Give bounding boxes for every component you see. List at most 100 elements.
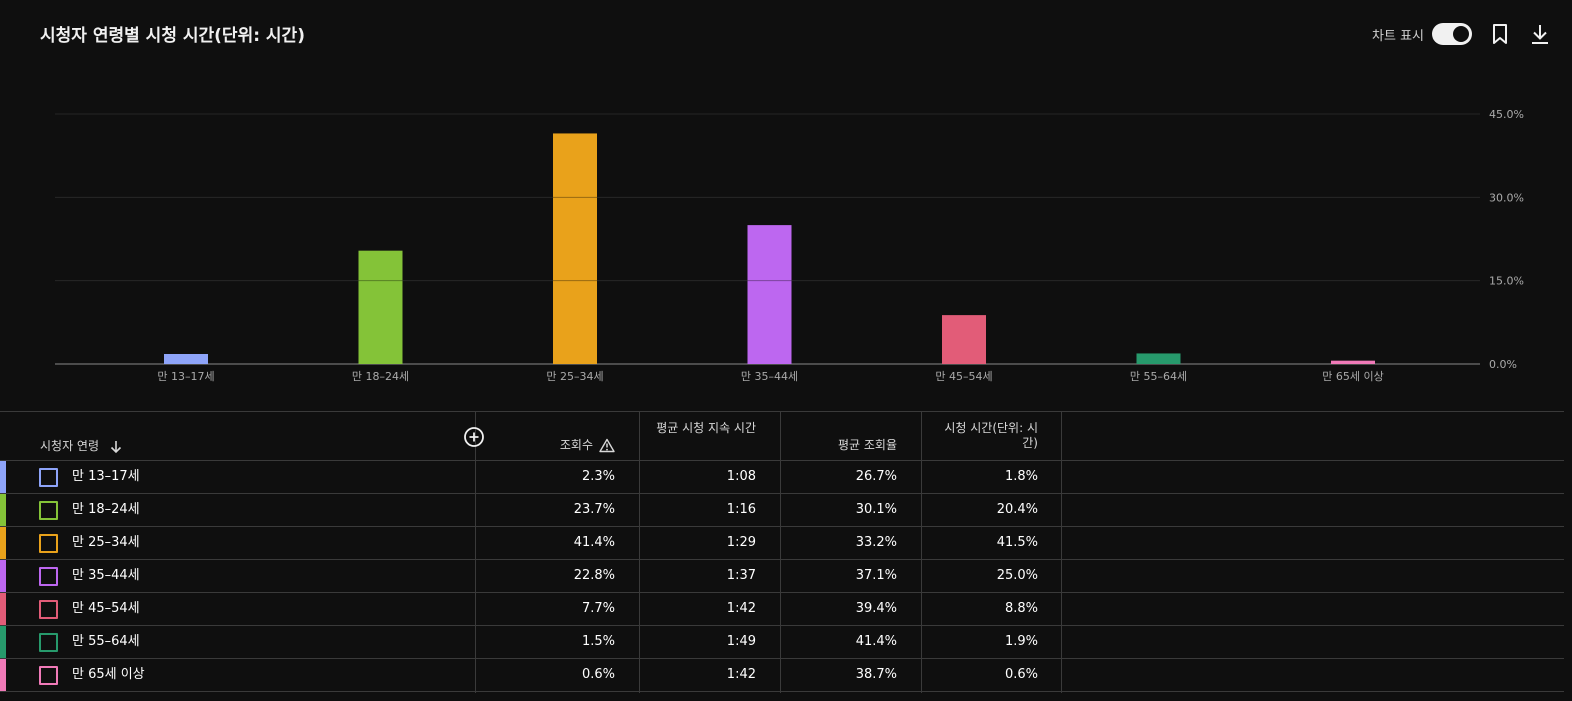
table-header-border	[0, 460, 1564, 461]
row-divider	[0, 526, 1564, 527]
arrow-down-icon	[110, 440, 122, 453]
cell-watch-time: 25.0%	[996, 568, 1038, 583]
bar-4	[942, 315, 986, 364]
x-tick-label: 만 25–34세	[546, 370, 603, 383]
cell-watch-time: 8.8%	[1004, 601, 1038, 616]
row-checkbox[interactable]	[39, 567, 58, 586]
row-color-stripe	[0, 527, 6, 559]
column-header-age[interactable]: 시청자 연령	[40, 439, 123, 454]
cell-watch-time: 1.9%	[1004, 634, 1038, 649]
gridline-overlay	[55, 113, 1480, 282]
row-divider	[0, 691, 1564, 692]
table-row[interactable]: 만 13–17세 2.3% 1:08 26.7% 1.8%	[0, 461, 1564, 493]
cell-avg-percent: 26.7%	[855, 469, 897, 484]
age-bar-chart: 만 13–17세 만 18–24세 만 25–34세 만 35–44세 만 45–54세…	[55, 108, 1524, 383]
column-divider	[1061, 411, 1062, 693]
row-label: 만 35–44세	[72, 568, 140, 583]
y-tick-label: 0.0%	[1489, 358, 1517, 371]
column-divider	[921, 411, 922, 693]
column-divider	[780, 411, 781, 693]
row-color-stripe	[0, 494, 6, 526]
cell-views: 41.4%	[573, 535, 615, 550]
cell-avg-percent: 41.4%	[855, 634, 897, 649]
row-label: 만 65세 이상	[72, 667, 145, 682]
table-row[interactable]: 만 55–64세 1.5% 1:49 41.4% 1.9%	[0, 626, 1564, 658]
row-checkbox[interactable]	[39, 468, 58, 487]
table-row[interactable]: 만 65세 이상 0.6% 1:42 38.7% 0.6%	[0, 659, 1564, 691]
row-checkbox[interactable]	[39, 501, 58, 520]
column-header-avg-duration[interactable]: 평균 시청 지속 시간	[656, 421, 756, 435]
download-icon[interactable]	[1528, 22, 1552, 46]
row-color-stripe	[0, 626, 6, 658]
row-divider	[0, 493, 1564, 494]
cell-avg-percent: 33.2%	[855, 535, 897, 550]
cell-avg-duration: 1:37	[726, 568, 756, 583]
chart-toolbar: 차트 표시	[1372, 22, 1552, 46]
table-row[interactable]: 만 25–34세 41.4% 1:29 33.2% 41.5%	[0, 527, 1564, 559]
column-header-views[interactable]: 조회수	[480, 438, 615, 453]
x-tick-label: 만 13–17세	[157, 370, 214, 383]
cell-avg-duration: 1:16	[726, 502, 756, 517]
bar-0	[164, 354, 208, 364]
row-label: 만 18–24세	[72, 502, 140, 517]
cell-avg-duration: 1:42	[726, 601, 756, 616]
cell-views: 0.6%	[581, 667, 615, 682]
column-header-watch-time[interactable]: 시청 시간(단위: 시간)	[944, 421, 1038, 450]
report-title: 시청자 연령별 시청 시간(단위: 시간)	[40, 26, 305, 46]
row-divider	[0, 625, 1564, 626]
cell-views: 7.7%	[581, 601, 615, 616]
row-checkbox[interactable]	[39, 534, 58, 553]
row-checkbox[interactable]	[39, 633, 58, 652]
column-header-age-label: 시청자 연령	[40, 439, 100, 453]
column-header-avg-percent[interactable]: 평균 조회율	[837, 438, 897, 452]
show-chart-toggle[interactable]	[1432, 23, 1472, 45]
chart-bars	[164, 133, 1375, 364]
cell-avg-duration: 1:42	[726, 667, 756, 682]
table-row[interactable]: 만 35–44세 22.8% 1:37 37.1% 25.0%	[0, 560, 1564, 592]
bar-5	[1136, 353, 1181, 364]
table-row[interactable]: 만 45–54세 7.7% 1:42 39.4% 8.8%	[0, 593, 1564, 625]
table-row[interactable]: 만 18–24세 23.7% 1:16 30.1% 20.4%	[0, 494, 1564, 526]
chart-y-labels: 0.0% 15.0% 30.0% 45.0%	[1489, 108, 1524, 371]
cell-avg-percent: 30.1%	[855, 502, 897, 517]
row-label: 만 55–64세	[72, 634, 140, 649]
row-color-stripe	[0, 659, 6, 691]
x-tick-label: 만 65세 이상	[1322, 370, 1383, 383]
row-label: 만 25–34세	[72, 535, 140, 550]
chart-x-labels: 만 13–17세 만 18–24세 만 25–34세 만 35–44세 만 45–54세…	[157, 370, 1383, 383]
bar-1	[358, 250, 403, 364]
cell-avg-duration: 1:08	[726, 469, 756, 484]
cell-avg-percent: 39.4%	[855, 601, 897, 616]
row-checkbox[interactable]	[39, 600, 58, 619]
cell-watch-time: 41.5%	[996, 535, 1038, 550]
y-tick-label: 45.0%	[1489, 108, 1524, 121]
cell-views: 1.5%	[581, 634, 615, 649]
column-header-views-label: 조회수	[559, 438, 593, 452]
row-divider	[0, 658, 1564, 659]
show-chart-label: 차트 표시	[1372, 28, 1424, 44]
y-tick-label: 30.0%	[1489, 191, 1524, 204]
cell-views: 22.8%	[573, 568, 615, 583]
row-label: 만 13–17세	[72, 469, 140, 484]
column-divider	[475, 411, 476, 693]
cell-watch-time: 0.6%	[1004, 667, 1038, 682]
table-top-border	[0, 411, 1564, 412]
bar-2	[553, 133, 597, 364]
x-tick-label: 만 55–64세	[1130, 370, 1187, 383]
column-divider	[639, 411, 640, 693]
cell-avg-duration: 1:49	[726, 634, 756, 649]
cell-watch-time: 20.4%	[996, 502, 1038, 517]
cell-watch-time: 1.8%	[1004, 469, 1038, 484]
add-circle-icon[interactable]	[463, 426, 485, 452]
warning-icon	[599, 438, 615, 453]
cell-avg-percent: 37.1%	[855, 568, 897, 583]
row-divider	[0, 592, 1564, 593]
bookmark-icon[interactable]	[1488, 22, 1512, 46]
row-divider	[0, 559, 1564, 560]
row-color-stripe	[0, 461, 6, 493]
toggle-knob	[1453, 26, 1469, 42]
x-tick-label: 만 45–54세	[935, 370, 992, 383]
y-tick-label: 15.0%	[1489, 275, 1524, 288]
row-checkbox[interactable]	[39, 666, 58, 685]
cell-avg-percent: 38.7%	[855, 667, 897, 682]
